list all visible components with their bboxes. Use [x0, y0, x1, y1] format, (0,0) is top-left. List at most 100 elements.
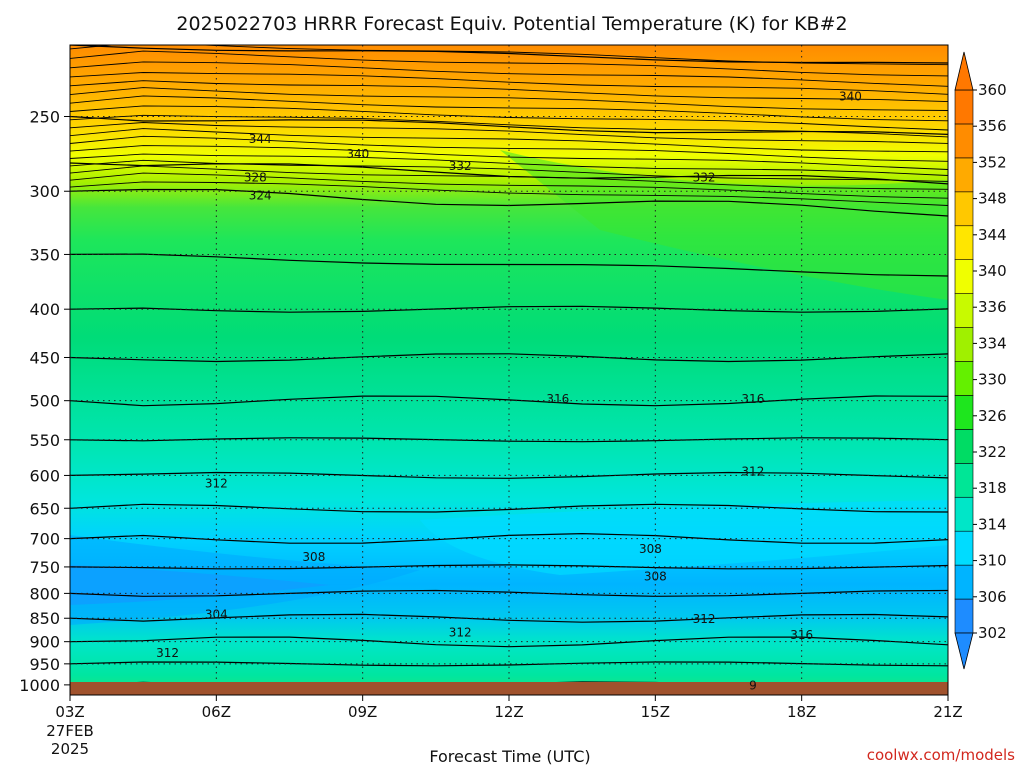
contour-label: 9 — [749, 679, 757, 693]
colorbar-segment — [954, 463, 974, 498]
colorbar-segment — [954, 598, 974, 634]
colorbar-segment — [954, 530, 974, 566]
contour-line — [70, 636, 948, 648]
contour-label: 344 — [249, 132, 272, 146]
y-axis: 250 300 350 400 450 500 550 600 650 700 750 800 850 9… — [19, 107, 70, 695]
colorbar-segment — [954, 429, 974, 464]
contour-line — [70, 159, 948, 182]
y-tick-label: 800 — [29, 584, 60, 603]
colorbar-tick-label: 352 — [978, 153, 1007, 171]
y-tick-label: 850 — [29, 609, 60, 628]
colorbar-segment — [954, 564, 974, 600]
x-tick-label: 06Z — [202, 703, 231, 721]
y-tick-label: 700 — [29, 530, 60, 549]
y-tick-label: 250 — [29, 107, 60, 126]
grid-lines — [70, 45, 948, 695]
colorbar-tick-label: 302 — [978, 624, 1007, 642]
contour-label: 316 — [546, 392, 569, 406]
x-date-label: 2025 — [51, 740, 89, 758]
contour-lines — [70, 45, 948, 689]
y-tick-label: 450 — [29, 348, 60, 367]
y-tick-label: 950 — [29, 655, 60, 674]
credit-link[interactable]: coolwx.com/models — [867, 746, 1015, 764]
colorbar-tick-label: 326 — [978, 407, 1007, 425]
contour-label-layer: 340 344 340 332 332 328 324 316 316 312 312 308 308 3… — [156, 89, 862, 693]
contour-label: 312 — [156, 646, 179, 660]
colorbar: 302 306 310 314 318 322 326 330 334 336 340 344 348 3… — [954, 51, 1007, 670]
y-tick-label: 750 — [29, 558, 60, 577]
x-date-label: 27FEB — [46, 722, 93, 740]
contour-label: 308 — [639, 542, 662, 556]
contour-label: 328 — [244, 170, 267, 184]
y-tick-label: 900 — [29, 633, 60, 652]
contour-line — [70, 145, 948, 170]
contour-label: 312 — [449, 625, 472, 639]
colorbar-tick-label: 322 — [978, 443, 1007, 461]
x-tick-label: 03Z — [55, 703, 84, 721]
y-tick-label: 650 — [29, 499, 60, 518]
colorbar-segment — [954, 361, 974, 396]
colorbar-tick-label: 318 — [978, 479, 1007, 497]
contour-label: 304 — [205, 607, 228, 621]
y-tick-label: 550 — [29, 431, 60, 450]
contour-label: 340 — [839, 89, 862, 103]
contour-label: 332 — [693, 170, 716, 184]
colorbar-tick-label: 310 — [978, 552, 1007, 570]
x-tick-label: 09Z — [348, 703, 377, 721]
contour-line — [70, 122, 948, 144]
colorbar-max-arrow — [954, 51, 974, 91]
colorbar-tick-label: 344 — [978, 226, 1007, 244]
colorbar-segment — [954, 191, 974, 227]
contour-line — [70, 305, 948, 313]
colorbar-segment — [954, 157, 974, 193]
contour-label: 332 — [449, 159, 472, 173]
contour-label: 324 — [249, 188, 272, 202]
colorbar-min-arrow — [954, 632, 974, 670]
contour-label: 316 — [741, 392, 764, 406]
colorbar-tick-label: 340 — [978, 262, 1007, 280]
chart-title: 2025022703 HRRR Forecast Equiv. Potentia… — [176, 13, 847, 35]
colorbar-tick-label: 348 — [978, 190, 1007, 208]
y-tick-label: 400 — [29, 300, 60, 319]
colorbar-segment — [954, 293, 974, 328]
contour-label: 308 — [644, 570, 667, 584]
y-tick-label: 350 — [29, 245, 60, 264]
y-tick-label: 600 — [29, 466, 60, 485]
contour-label: 308 — [302, 550, 325, 564]
colorbar-segment — [954, 395, 974, 430]
plot-area — [70, 45, 948, 695]
colorbar-segment — [954, 123, 974, 159]
colorbar-segment — [954, 225, 974, 260]
colorbar-tick-label: 334 — [978, 334, 1007, 352]
terrain-strip — [70, 682, 948, 695]
contour-line — [70, 87, 948, 111]
colorbar-segment — [954, 327, 974, 362]
cold-layer-region — [70, 535, 420, 625]
contour-label: 340 — [346, 147, 369, 161]
colorbar-tick-label: 314 — [978, 515, 1007, 533]
contour-label: 312 — [205, 477, 228, 491]
y-tick-label: 1000 — [19, 676, 60, 695]
contour-label: 312 — [693, 612, 716, 626]
contour-line — [70, 503, 948, 513]
x-tick-label: 15Z — [641, 703, 670, 721]
colorbar-segment — [954, 259, 974, 294]
colorbar-segment — [954, 89, 974, 125]
contour-label: 316 — [790, 628, 813, 642]
contour-line — [70, 135, 948, 162]
colorbar-tick-label: 306 — [978, 588, 1007, 606]
x-tick-label: 21Z — [933, 703, 962, 721]
y-tick-label: 500 — [29, 392, 60, 411]
colorbar-tick-label: 336 — [978, 298, 1007, 316]
contour-line — [70, 165, 948, 190]
x-axis-label: Forecast Time (UTC) — [429, 747, 590, 766]
contour-line — [70, 471, 948, 479]
colorbar-tick-label: 360 — [978, 81, 1007, 99]
x-tick-label: 18Z — [787, 703, 816, 721]
contour-label: 312 — [741, 464, 764, 478]
upper-right-field-region — [500, 150, 948, 300]
colorbar-tick-label: 356 — [978, 117, 1007, 135]
colorbar-segment — [954, 496, 974, 532]
